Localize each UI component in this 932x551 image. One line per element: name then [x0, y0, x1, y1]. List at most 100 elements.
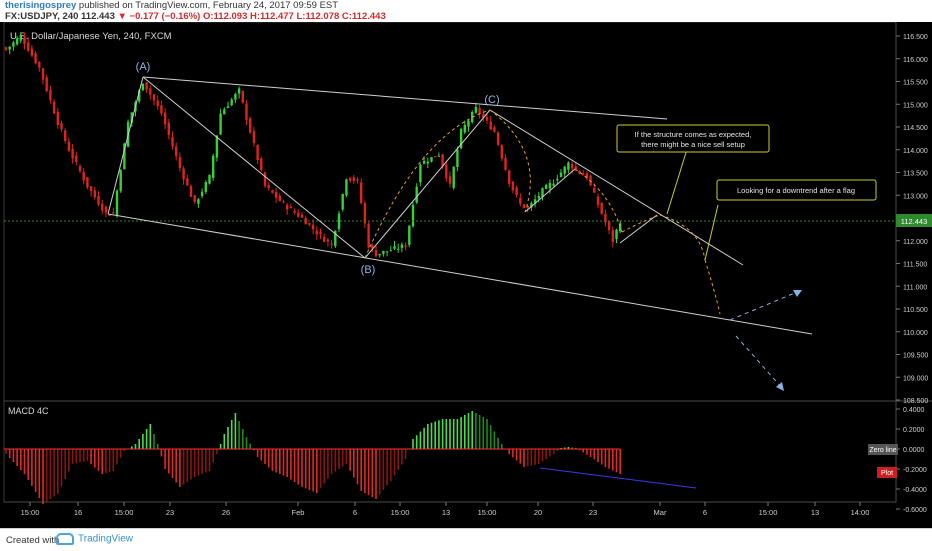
upper-channel-line[interactable] [142, 76, 668, 120]
candle [49, 90, 52, 101]
candle [389, 250, 392, 252]
author-link[interactable]: therisingosprey [5, 0, 77, 11]
candle [252, 131, 256, 143]
candle [382, 250, 385, 254]
price-tick-label: 109.000 [903, 375, 928, 382]
candle [452, 166, 455, 188]
candle [563, 166, 566, 174]
candle [23, 37, 26, 45]
candle [215, 135, 219, 158]
candle [574, 166, 577, 170]
candle [56, 111, 59, 125]
wave-label-b: (B) [361, 264, 376, 276]
candle [115, 190, 119, 216]
time-tick-label: 15:00 [115, 508, 134, 517]
candle [71, 148, 74, 159]
candle [200, 191, 204, 197]
macd-tick-label: -0.4000 [903, 487, 927, 494]
candle [178, 157, 182, 168]
candle [82, 171, 85, 181]
candle [600, 202, 603, 214]
candle [263, 172, 267, 186]
candle [419, 164, 422, 183]
chart-header: therisingosprey published on TradingView… [0, 0, 932, 22]
macd-tick-label: 0.2000 [903, 427, 925, 434]
candle [415, 186, 418, 203]
candle [408, 225, 411, 245]
wave-line-start-a[interactable] [107, 76, 144, 215]
price-tick-label: 111.500 [903, 262, 927, 269]
fib-arc-down [489, 109, 531, 213]
candle [360, 182, 363, 204]
indicator-title: MACD 4C [8, 406, 49, 416]
candle [570, 164, 574, 169]
candle [8, 46, 11, 50]
time-tick-label: Mar [654, 508, 667, 517]
candle [89, 186, 93, 192]
macd-axis: 0.4000 0.2000 0.0000 -0.2000 -0.4000 -0.6000 [896, 407, 927, 514]
time-tick-label: 15:00 [759, 508, 778, 517]
chart-area[interactable]: U.S. Dollar/Japanese Yen, 240, FXCM MACD… [0, 22, 932, 528]
candle [345, 179, 348, 196]
candle [341, 193, 344, 210]
lower-channel-line[interactable] [107, 213, 813, 335]
plot-text: Plot [881, 470, 893, 477]
candle [101, 203, 104, 211]
candle [160, 105, 163, 114]
time-tick-label: 16 [74, 508, 82, 517]
candle [519, 198, 522, 204]
projection-bounce-arrow [729, 289, 803, 321]
candle [334, 230, 337, 247]
wave-label-a: (A) [136, 61, 151, 73]
candle [426, 161, 429, 164]
candle [463, 124, 466, 133]
candle [282, 201, 285, 203]
price-tick-label: 110.000 [903, 330, 928, 337]
candle [30, 48, 34, 56]
candle [404, 245, 407, 248]
candle [541, 188, 544, 198]
candle [241, 90, 244, 103]
candle [596, 196, 600, 205]
time-axis: 15:00 16 15:00 23 26 Feb 6 15:00 13 15:00 20 23 Mar 6… [21, 502, 870, 517]
candle [141, 83, 145, 91]
candle [245, 103, 248, 120]
fib-arc-flag [574, 168, 623, 233]
candle [548, 183, 552, 189]
flag-upper-line[interactable] [489, 109, 744, 266]
candle [493, 127, 496, 132]
note-box-sell-setup[interactable] [616, 124, 770, 153]
candle [400, 244, 404, 248]
candle [530, 203, 533, 208]
candle [193, 195, 196, 202]
candle [411, 205, 415, 227]
candle [378, 253, 381, 256]
tradingview-brand[interactable]: TradingView [56, 533, 133, 545]
price-tick-label: 114.000 [903, 148, 928, 155]
candle [604, 213, 607, 223]
candle [108, 215, 111, 217]
symbol-line: FX:USDJPY, 240 112.443 ▼ −0.177 (−0.16%)… [5, 11, 386, 22]
wave-line-b-c[interactable] [364, 109, 491, 259]
note-box-flag[interactable] [716, 179, 877, 201]
flag-line-1[interactable] [524, 168, 576, 213]
projection-up [621, 214, 661, 233]
price-tick-label: 109.500 [903, 353, 928, 360]
candle [559, 172, 563, 177]
macd-tick-label: -0.6000 [903, 507, 927, 514]
candle [323, 236, 326, 242]
flag-line-2[interactable] [619, 214, 658, 244]
candle [619, 223, 622, 232]
candle [615, 229, 618, 240]
price-tick-label: 111.000 [903, 284, 927, 291]
candle [97, 196, 100, 205]
candle [4, 47, 8, 50]
candle [130, 112, 133, 123]
wave-line-a-b[interactable] [142, 76, 366, 259]
candle [189, 186, 193, 197]
candle [352, 177, 355, 182]
time-tick-label: 14:00 [851, 508, 870, 517]
candle [78, 166, 82, 172]
candle [385, 251, 389, 253]
candle [552, 183, 555, 186]
